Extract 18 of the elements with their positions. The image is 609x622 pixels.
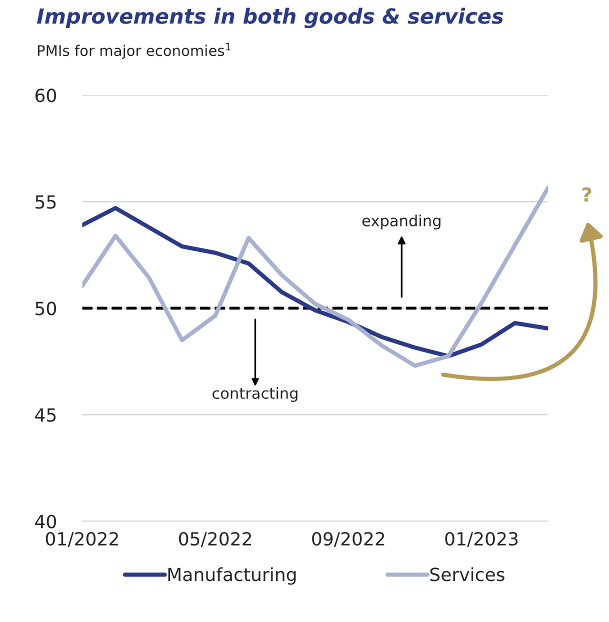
y-tick-label: 45 <box>35 408 56 422</box>
chart-subtitle: PMIs for major economies$^{1}$ <box>38 42 230 59</box>
x-tick-label: 01/2022 <box>46 532 118 548</box>
legend-label: Services <box>430 567 504 582</box>
annotation: expanding <box>362 214 440 230</box>
y-tick-label: 40 <box>35 514 56 528</box>
line-series <box>82 206 548 358</box>
annotation: contracting <box>212 387 298 402</box>
y-tick-label: 60 <box>36 88 56 102</box>
legend-label: Manufacturing <box>168 567 296 585</box>
line-series <box>82 186 548 368</box>
x-tick-label: 01/2023 <box>445 532 518 548</box>
x-tick-label: 09/2022 <box>312 532 384 548</box>
text: ? <box>582 187 592 202</box>
chart-title: Improvements in both goods & services <box>36 8 504 28</box>
y-tick-label: 50 <box>36 302 56 316</box>
x-tick-label: 05/2022 <box>179 532 252 548</box>
y-tick-label: 55 <box>36 195 56 209</box>
